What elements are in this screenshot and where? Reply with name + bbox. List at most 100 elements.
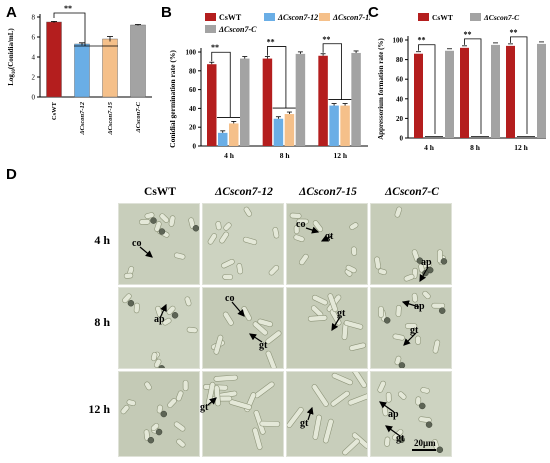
conidium [167,398,177,408]
significance-marker: ** [64,4,72,13]
conidium [186,326,198,334]
conidium [265,330,282,345]
bar [340,105,350,146]
bar [491,44,500,138]
cells-drawing [378,290,446,368]
conidium [415,335,421,345]
bar [295,53,306,146]
cells-drawing [122,293,198,368]
x-tick-label: 8 h [470,143,481,152]
appressorium [127,299,135,307]
conidium [144,381,152,391]
bar [207,64,217,146]
micrograph-image [286,371,368,457]
y-tick-label: 20 [189,124,197,132]
conidium [257,318,273,328]
conidium [151,352,158,362]
conidium [384,436,391,447]
conidium [120,404,130,415]
y-axis-label: Appressorium formation rate (%) [377,38,385,140]
y-tick-label: 100 [393,37,404,45]
annotation-gt: gt [337,308,346,319]
legend-swatch [205,13,216,21]
annotation-co: co [296,219,306,230]
conidium [150,423,160,432]
conidium [349,342,367,351]
conidium [268,264,280,276]
appressorium [440,258,448,265]
conidium [213,374,238,382]
bar [240,58,250,146]
annotation-gt: gt [410,325,419,336]
conidium [162,317,172,326]
bar [329,105,339,146]
bar [46,21,62,98]
y-tick-label: 0 [193,143,197,151]
conidium [307,314,328,322]
significance-bracket [418,44,436,134]
significance-marker: ** [464,30,472,39]
micrograph-image [202,203,284,285]
cells-drawing [120,379,189,448]
panel-letter-a: A [6,4,17,21]
conidium [397,391,407,400]
significance-bracket [53,12,86,46]
conidium [287,407,304,428]
conidium [153,358,162,368]
conidium [330,390,350,407]
conidium [143,429,151,442]
appressorium [398,436,405,443]
conidium [403,273,415,282]
x-tick-label: 12 h [334,151,348,160]
micrograph-image [370,371,452,457]
conidium [166,305,176,315]
significance-marker: ** [211,43,219,52]
significance-bracket [464,38,482,134]
conidium [312,294,328,306]
bar [262,58,273,146]
annotation-co: co [225,293,235,304]
cells-drawing [307,293,367,351]
conidium [182,379,189,392]
x-tick-label: 12 h [514,143,528,152]
row-header-8h: 8 h [94,315,110,329]
y-tick-label: 2 [32,74,36,82]
conidium [159,213,170,223]
cells-drawing [289,212,359,277]
bar [74,43,90,98]
conidium [154,221,162,232]
conidium [418,416,432,423]
legend-label: ΔCscon7-C [483,13,520,22]
row-header-4h: 4 h [94,233,110,247]
legend-swatch [470,13,481,21]
conidium [415,396,422,406]
x-tick-label: ΔCscon7-12 [79,101,86,135]
conidium [349,222,359,230]
annotation-gt: gt [200,402,209,413]
conidium [236,263,243,275]
conidium [222,311,234,326]
cells-drawing [377,380,444,454]
bar [218,132,228,146]
conidium [213,334,224,355]
conidium [207,233,217,245]
chart-b: 0 20 40 60 80 100 Conidial germination rate (%… [168,13,370,160]
appressorium [416,257,424,264]
conidium [352,372,367,388]
x-tick-label: 8 h [280,151,291,160]
legend-label: ΔCscon7-12 [277,13,318,22]
y-tick-label: 20 [396,115,404,123]
micrograph-image [118,287,200,369]
y-tick-label: 60 [396,76,404,84]
appressorium [160,410,168,418]
appressorium [436,446,444,454]
conidium [184,296,192,307]
annotation-co: co [132,238,142,249]
micrograph-image [286,203,368,285]
cells-drawing [374,206,448,282]
conidium [252,427,263,450]
conidium [422,290,431,300]
conidium [394,206,402,218]
appressorium [192,224,199,232]
y-tick-label: 80 [189,67,197,75]
